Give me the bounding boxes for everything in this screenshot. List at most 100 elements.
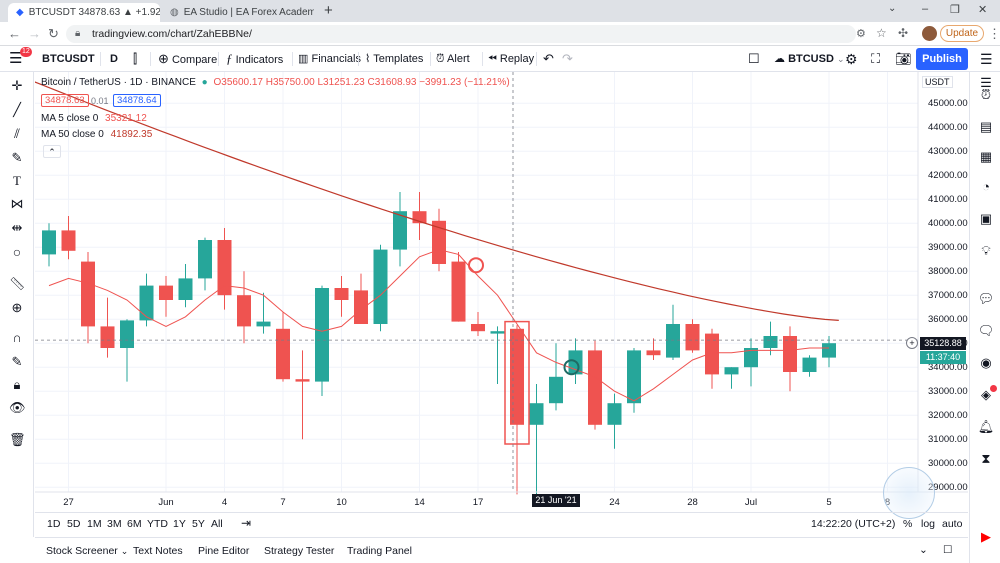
watchlist-menu-icon[interactable]: ☰ (980, 51, 993, 67)
range-5d[interactable]: 5D (67, 518, 81, 530)
trend-line-icon[interactable]: ╱ (13, 102, 21, 117)
camera-icon[interactable]: 📷︎ (895, 51, 912, 66)
streams-icon[interactable]: ◉ (980, 355, 992, 370)
shapes-circle-icon[interactable]: ○ (12, 244, 22, 260)
select-layout-icon[interactable]: ☐ (748, 51, 760, 66)
range-ytd[interactable]: YTD (147, 518, 168, 530)
publish-button[interactable]: Publish (916, 48, 968, 70)
lock-drawing-icon[interactable]: ✎ (11, 354, 23, 369)
reload-icon[interactable]: ↻ (48, 26, 59, 41)
hotlists-icon[interactable]: ▦ (979, 149, 993, 164)
currency-label[interactable]: USDT (922, 76, 953, 88)
prediction-icon[interactable]: ⇹ (11, 220, 23, 235)
new-tab-button[interactable]: + (324, 2, 333, 19)
tab-strategy-tester[interactable]: Strategy Tester (264, 545, 335, 557)
go-to-date-icon[interactable]: ⇥ (241, 516, 252, 530)
financials-button[interactable]: ▥ Financials (298, 46, 361, 72)
bookmark-star-icon[interactable]: ☆ (876, 26, 887, 40)
price-tick-label: 44000.00 (928, 122, 968, 133)
settings-gear-icon[interactable]: ⚙ (845, 51, 858, 67)
help-icon[interactable]: ⧗ (981, 451, 991, 466)
pattern-icon[interactable]: ⋈ (10, 196, 24, 211)
ma50-legend[interactable]: MA 50 close 0 41892.35 (41, 129, 152, 140)
back-icon[interactable]: ← (8, 26, 21, 41)
chats-icon[interactable]: 💬︎ (977, 291, 995, 306)
range-5y[interactable]: 5Y (192, 518, 205, 530)
notifications-icon[interactable]: ◈ (981, 387, 991, 402)
chat-bubble-icon[interactable]: 🗨︎ (977, 323, 995, 338)
undo-icon[interactable]: ↶ (543, 51, 554, 66)
data-window-icon[interactable]: ▤ (979, 119, 993, 134)
auto-toggle[interactable]: auto (942, 518, 963, 530)
tab-search-icon[interactable]: ⌄ (888, 3, 897, 14)
range-1y[interactable]: 1Y (173, 518, 186, 530)
ruler-icon[interactable]: 📏︎ (9, 276, 26, 291)
ma5-legend[interactable]: MA 5 close 0 35321.12 (41, 113, 147, 124)
alert-button[interactable]: ⏰︎ Alert (436, 46, 470, 72)
url-input[interactable]: 🔒︎ tradingview.com/chart/ZahEBBNe/ (66, 25, 856, 43)
interval-button[interactable]: D (110, 53, 118, 65)
indicators-button[interactable]: ƒ Indicators (226, 46, 283, 72)
templates-button[interactable]: ⌇ Templates (365, 46, 423, 72)
tab-pine-editor[interactable]: Pine Editor (198, 545, 250, 557)
calendar-icon[interactable]: ◔ (982, 179, 990, 194)
trash-icon[interactable]: 🗑︎ (9, 432, 26, 447)
maximize-button[interactable]: ❐ (950, 4, 960, 16)
lock-icon[interactable]: 🔒︎ (13, 377, 21, 392)
minimize-button[interactable]: – (922, 3, 929, 15)
symbol-search-button[interactable]: BTCUSDT (42, 53, 95, 65)
alerts-clock-icon[interactable]: ⏰︎ (980, 87, 992, 102)
timezone-clock[interactable]: 14:22:20 (UTC+2) (811, 518, 896, 530)
add-alert-plus-icon[interactable]: + (906, 337, 918, 349)
magnet-icon[interactable]: ∩ (12, 330, 22, 345)
chart-pane[interactable]: 29000.00 30000.00 31000.00 32000.00 33000.00… (35, 72, 968, 519)
browser-menu-icon[interactable]: ⋮ (988, 26, 1000, 41)
pitchfork-icon[interactable]: ⫽ (14, 126, 20, 141)
buy-price-box[interactable]: 34878.64 (113, 94, 161, 107)
eye-icon[interactable]: 👁︎ (9, 400, 26, 415)
browser-tab-active[interactable]: ◆ BTCUSDT 34878.63 ▲ +1.92% BTC ✕ (8, 3, 160, 22)
fullscreen-icon[interactable]: ⛶ (871, 51, 881, 66)
layout-symbol-button[interactable]: ☁︎ BTCUSD ⌄ (774, 46, 845, 72)
collapse-legend-chevron-up-icon[interactable]: ⌃ (43, 145, 61, 158)
tab-text-notes[interactable]: Text Notes (133, 545, 183, 557)
bearish-candle (81, 252, 95, 344)
range-3m[interactable]: 3M (107, 518, 122, 530)
sell-price-box[interactable]: 34878.63 (41, 94, 89, 107)
main-menu-icon[interactable]: ☰ (9, 50, 23, 67)
collapse-panel-icon[interactable]: ⌄ (919, 544, 928, 556)
maximize-panel-icon[interactable]: ☐ (943, 544, 953, 556)
text-tool-icon[interactable]: T (13, 173, 21, 188)
ideas-icon[interactable]: ▣ (979, 211, 993, 226)
browser-update-button[interactable]: Update (940, 25, 984, 42)
extension-icon[interactable]: ⚙ (856, 28, 866, 40)
range-1m[interactable]: 1M (87, 518, 102, 530)
lightbulb-icon[interactable]: 💡︎ (981, 243, 991, 258)
tab-trading-panel[interactable]: Trading Panel (347, 545, 412, 557)
tab-stock-screener[interactable]: Stock Screener ⌄ (46, 545, 128, 557)
forward-icon[interactable]: → (28, 26, 41, 41)
brush-icon[interactable]: ✎ (11, 150, 23, 165)
compare-button[interactable]: ⊕ Compare (158, 46, 217, 72)
zoom-in-icon[interactable]: ⊕ (11, 300, 23, 315)
lock-icon[interactable]: 🔒︎ (75, 28, 81, 39)
close-window-button[interactable]: ✕ (978, 4, 988, 16)
profile-avatar[interactable] (922, 26, 937, 41)
price-chart[interactable]: 29000.00 30000.00 31000.00 32000.00 33000.00… (35, 72, 968, 512)
log-toggle[interactable]: log (921, 518, 936, 530)
symbol-legend[interactable]: Bitcoin / TetherUS · 1D · BINANCE ● O356… (41, 77, 510, 88)
replay-button[interactable]: ⏪︎ Replay (488, 46, 534, 72)
range-1d[interactable]: 1D (47, 518, 61, 530)
bell-icon[interactable]: 🔔︎ (977, 419, 995, 434)
watchlist-icon[interactable]: ☰ (980, 75, 992, 90)
extensions-puzzle-icon[interactable]: ✣ (898, 26, 909, 40)
browser-tab[interactable]: ◍ EA Studio | EA Forex Academy | E ✕ (162, 3, 314, 22)
youtube-icon[interactable]: ▶ (981, 529, 991, 544)
percent-toggle[interactable]: % (903, 518, 913, 530)
crosshair-icon[interactable]: ✛ (11, 78, 23, 93)
redo-icon[interactable]: ↷ (562, 51, 573, 66)
candles-style-icon[interactable]: ⫿ (133, 51, 138, 66)
range-all[interactable]: All (211, 518, 223, 530)
range-6m[interactable]: 6M (127, 518, 142, 530)
ohlc-values: O35600.17 H35750.00 L31251.23 C31608.93 … (213, 77, 510, 88)
